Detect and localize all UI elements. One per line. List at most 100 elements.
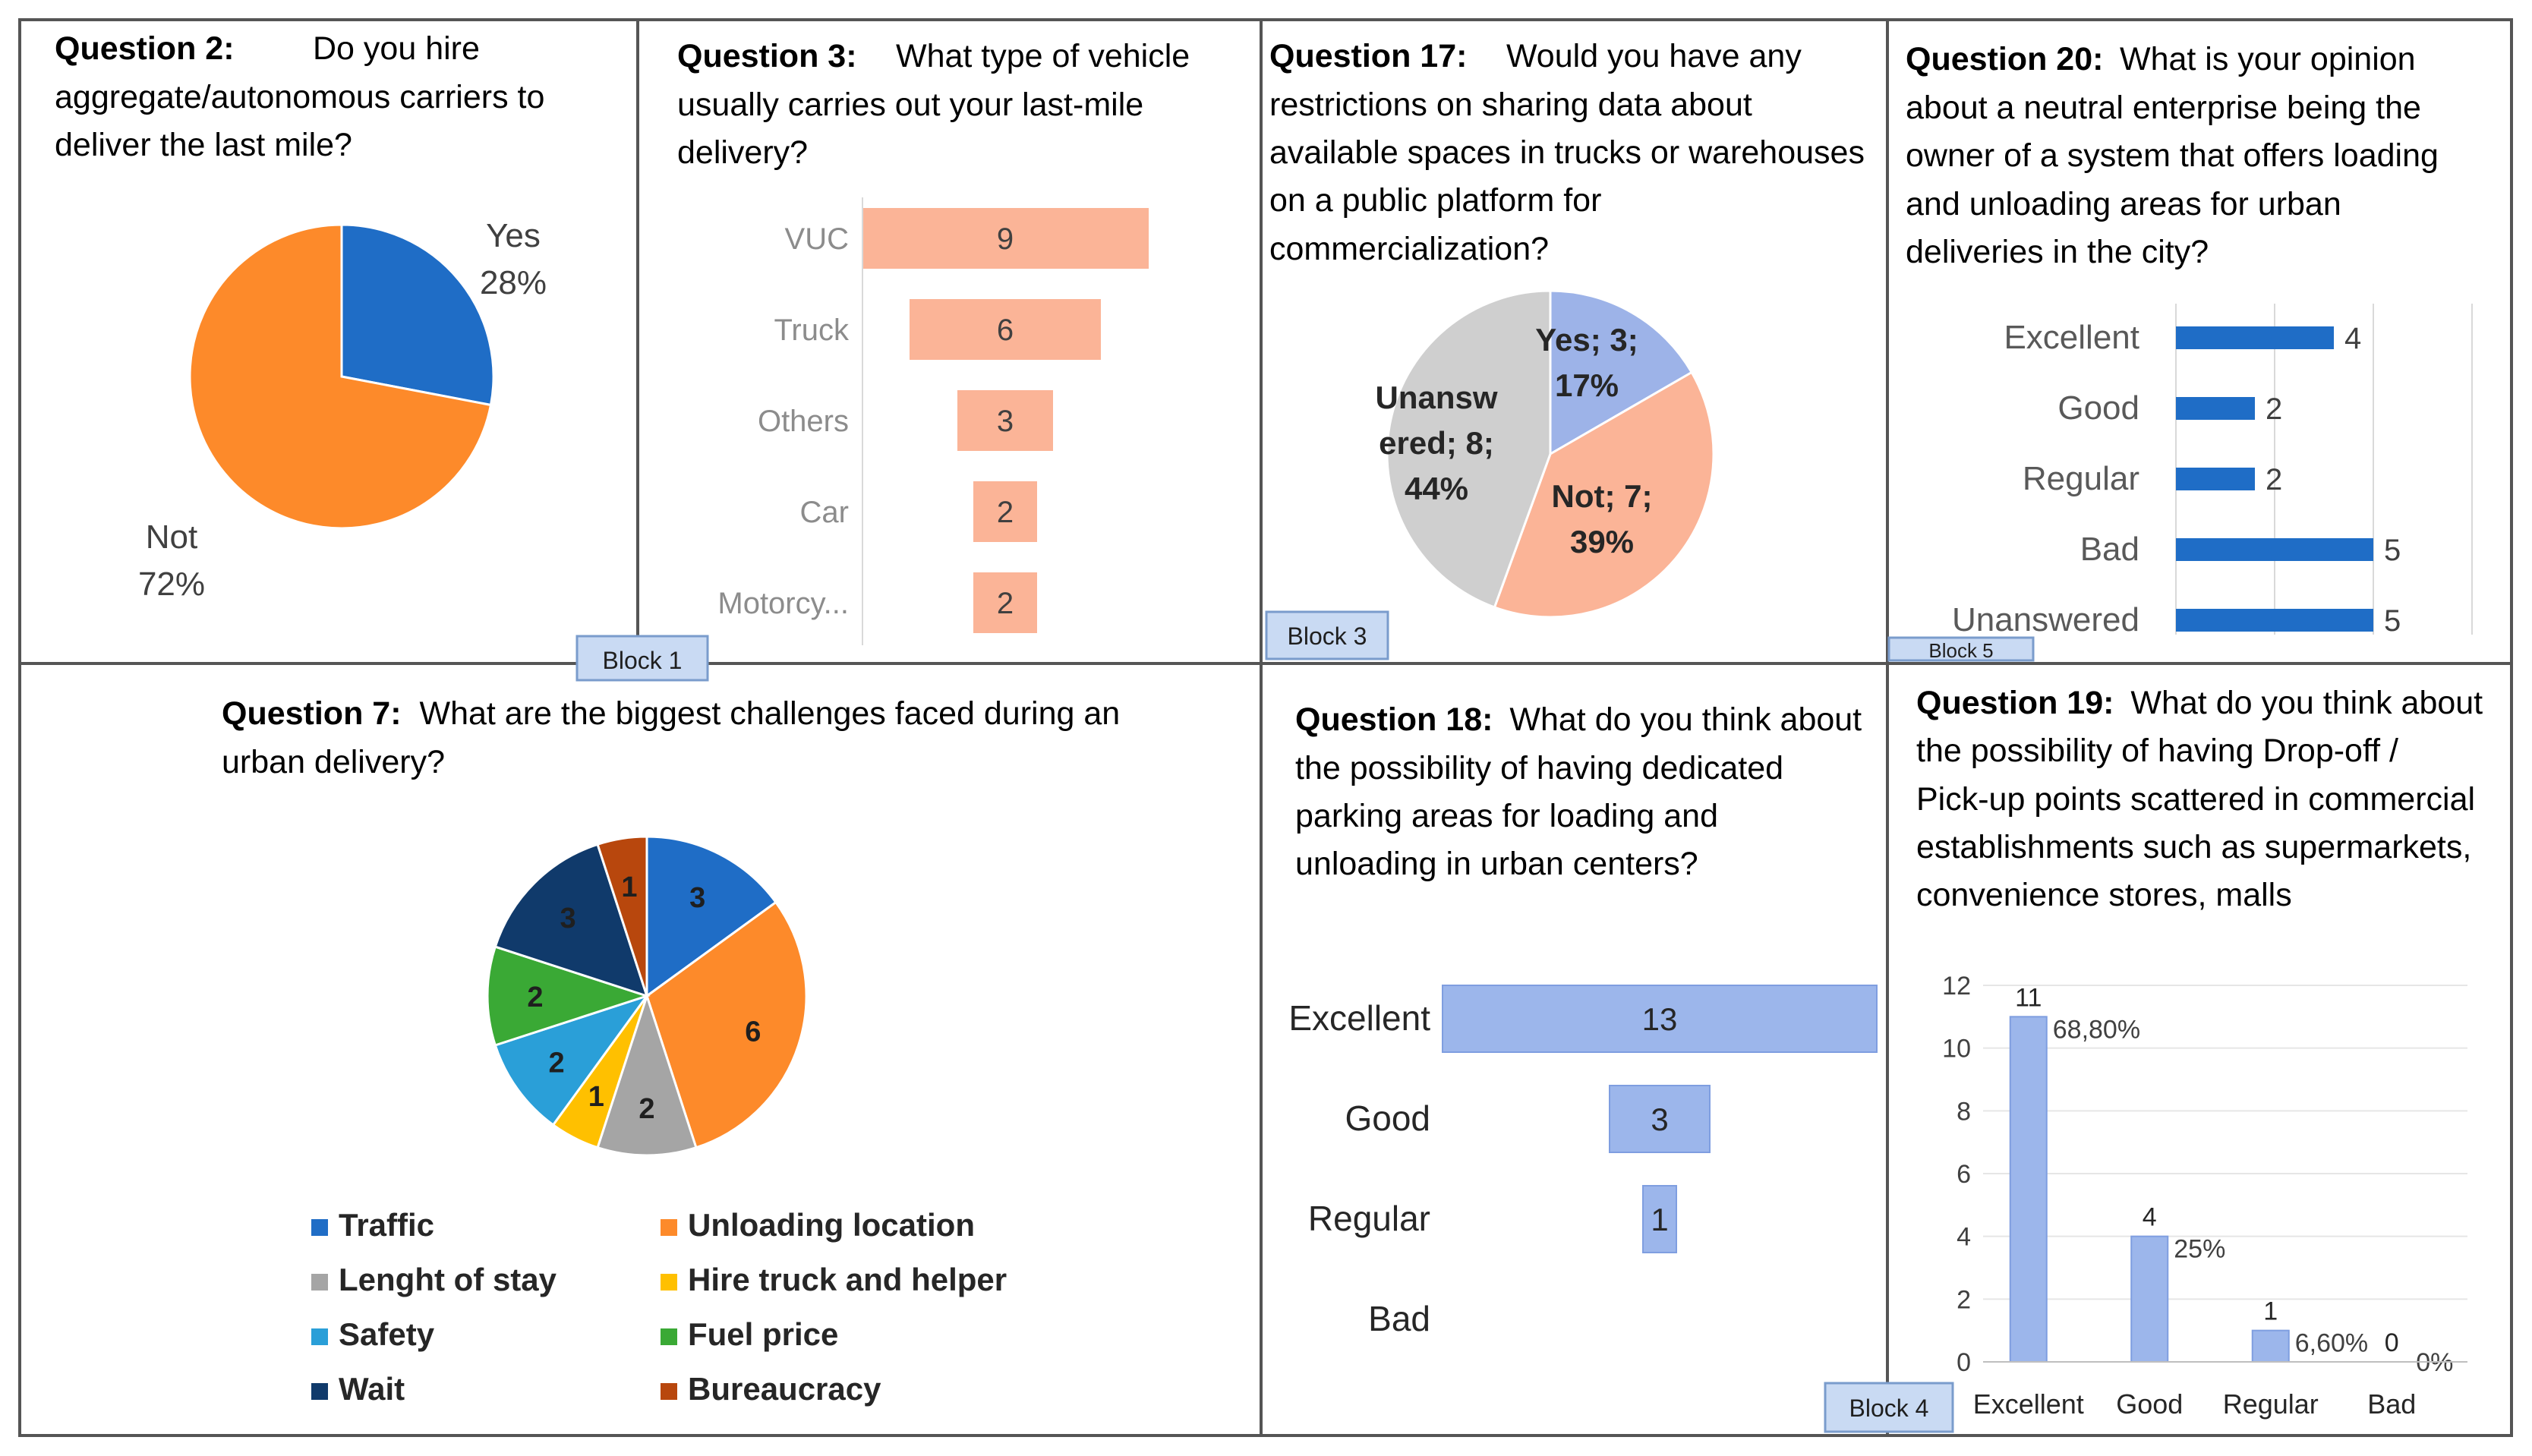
q17-label-yes: Yes; 3; bbox=[1535, 322, 1638, 358]
q3-bars: 9 VUC 6 Truck 3 Others 2 Car 2 Motorcy... bbox=[717, 197, 1149, 645]
block-tag-4: Block 4 bbox=[1824, 1382, 1954, 1433]
q17-title-line-5: commercialization? bbox=[1269, 231, 1549, 267]
q19-category-label-3: Bad bbox=[2367, 1388, 2416, 1420]
q7-slice-0 bbox=[645, 835, 777, 998]
q20-value-label-1: 2 bbox=[2266, 392, 2282, 426]
q20-title-line-3: owner of a system that offers loading bbox=[1906, 137, 2439, 174]
q3-category-label-3: Car bbox=[800, 496, 849, 529]
outer-border bbox=[18, 18, 2513, 1437]
block-tag-3-label: Block 3 bbox=[1288, 622, 1367, 650]
block-tag-1-label: Block 1 bbox=[603, 647, 683, 674]
q7-legend-label-5: Fuel price bbox=[688, 1316, 838, 1352]
q2-label-not: Not bbox=[146, 518, 197, 556]
q3-category-label-0: VUC bbox=[785, 222, 849, 256]
q18-bar-1 bbox=[1609, 1085, 1711, 1153]
q7-slice-value-6: 3 bbox=[560, 903, 575, 934]
q20-value-label-0: 4 bbox=[2344, 322, 2361, 355]
q7-slice-1 bbox=[645, 900, 808, 1149]
q19-ytick-2: 4 bbox=[1957, 1223, 1971, 1252]
block-tag-5: Block 5 bbox=[1887, 636, 2035, 662]
q18-category-label-2: Regular bbox=[1308, 1199, 1430, 1238]
q3-bar-2 bbox=[957, 390, 1053, 451]
q20-category-label-2: Regular bbox=[2023, 460, 2139, 497]
q7-legend-label-0: Traffic bbox=[339, 1207, 434, 1243]
q7-slice-2 bbox=[596, 992, 698, 1157]
q3-category-label-4: Motorcy... bbox=[717, 587, 849, 620]
q7-legend-swatch-1 bbox=[661, 1219, 677, 1236]
q19-value-label-2: 1 bbox=[2263, 1297, 2278, 1326]
q19-value-label-0: 11 bbox=[2015, 983, 2042, 1012]
q18-category-label-0: Excellent bbox=[1288, 998, 1430, 1038]
q7-legend-swatch-0 bbox=[311, 1219, 328, 1236]
q20-bar-1 bbox=[2176, 397, 2255, 420]
q19-percent-label-1: 25% bbox=[2174, 1235, 2225, 1264]
q7-legend-label-1: Unloading location bbox=[688, 1207, 975, 1243]
q19-value-label-1: 4 bbox=[2143, 1203, 2157, 1232]
q7-slice-value-0: 3 bbox=[689, 882, 705, 914]
q7-legend-swatch-4 bbox=[311, 1328, 328, 1345]
q19-ytick-0: 0 bbox=[1957, 1348, 1971, 1377]
q3-title-line-3: delivery? bbox=[677, 134, 808, 171]
q3-category-label-1: Truck bbox=[774, 314, 850, 347]
block-tag-5-label: Block 5 bbox=[1928, 639, 1993, 662]
q19-ytick-3: 6 bbox=[1957, 1160, 1971, 1189]
q18-bars: 13 Excellent 3 Good 1 Regular Bad bbox=[1288, 985, 1878, 1338]
q20-category-label-4: Unanswered bbox=[1952, 601, 2139, 638]
q19-bar-1 bbox=[2130, 1235, 2169, 1363]
block-tag-1: Block 1 bbox=[575, 635, 709, 682]
q3-bar-1 bbox=[910, 299, 1101, 360]
q19-percent-label-0: 68,80% bbox=[2053, 1015, 2140, 1044]
q20-category-label-1: Good bbox=[2057, 389, 2139, 427]
q7-legend-label-6: Wait bbox=[339, 1371, 405, 1407]
q3-bar-0 bbox=[862, 208, 1149, 269]
q7-slice-5 bbox=[486, 945, 651, 1047]
panel-q18: Question 18: What do you think about the… bbox=[1288, 701, 1878, 1338]
q7-legend-label-2: Lenght of stay bbox=[339, 1262, 557, 1297]
q3-bar-3 bbox=[973, 481, 1037, 542]
q7-legend-swatch-7 bbox=[661, 1383, 677, 1400]
q20-bars: 4 Excellent 2 Good 2 Regular 5 Bad 5 Unanswered bbox=[1952, 304, 2473, 638]
q7-legend-label-4: Safety bbox=[339, 1316, 435, 1352]
q19-ytick-1: 2 bbox=[1957, 1285, 1971, 1314]
q19-column-chart: 0 2 4 6 8 10 12 11 68,80% Excellent 4 25% Good 1 6,60%… bbox=[1942, 972, 2467, 1420]
q17-title-line-2: restrictions on sharing data about bbox=[1269, 87, 1752, 123]
q18-category-label-3: Bad bbox=[1368, 1299, 1430, 1338]
q20-bar-2 bbox=[2176, 468, 2255, 490]
q19-category-label-1: Good bbox=[2116, 1388, 2183, 1420]
q2-slice-yes bbox=[340, 223, 495, 407]
q19-ytick-4: 8 bbox=[1957, 1097, 1971, 1126]
q19-ytick-6: 12 bbox=[1942, 972, 1971, 1001]
q7-slice-value-3: 1 bbox=[588, 1081, 604, 1113]
q7-slice-4 bbox=[493, 994, 650, 1127]
q18-value-label-1: 3 bbox=[1651, 1101, 1668, 1137]
q3-category-label-2: Others bbox=[758, 405, 849, 438]
q7-title-line-2: urban delivery? bbox=[222, 744, 445, 780]
q2-label-yes-pct: 28% bbox=[480, 264, 547, 301]
q20-category-label-0: Excellent bbox=[2004, 319, 2139, 356]
q18-title-line-2: the possibility of having dedicated bbox=[1295, 750, 1783, 786]
q20-title-line-5: deliveries in the city? bbox=[1906, 234, 2209, 270]
q19-title-line-1: Question 19: What do you think about bbox=[1916, 685, 2483, 721]
q7-slice-value-1: 6 bbox=[745, 1016, 761, 1048]
q3-title-line-1: Question 3: What type of vehicle bbox=[677, 38, 1190, 74]
panel-q20: Question 20: What is your opinion about … bbox=[1906, 41, 2473, 638]
q2-slice-not bbox=[188, 223, 493, 530]
q17-label-not: Not; 7; bbox=[1552, 478, 1653, 514]
q17-label-unanswered-2: ered; 8; bbox=[1379, 425, 1494, 461]
q7-legend-label-7: Bureaucracy bbox=[688, 1371, 881, 1407]
q2-title-line-1: Question 2: Do you hire bbox=[55, 30, 480, 67]
q19-bar-2 bbox=[2251, 1329, 2290, 1363]
q17-label-unanswered-pct: 44% bbox=[1405, 471, 1468, 506]
q20-bar-3 bbox=[2176, 538, 2373, 561]
q20-title-line-4: and unloading areas for urban bbox=[1906, 186, 2341, 222]
q7-slice-value-2: 2 bbox=[639, 1093, 654, 1125]
q2-label-yes: Yes bbox=[486, 217, 541, 254]
q3-value-label-0: 9 bbox=[997, 222, 1014, 256]
q3-value-label-3: 2 bbox=[997, 496, 1014, 529]
q20-title-line-2: about a neutral enterprise being the bbox=[1906, 90, 2421, 126]
panel-frame bbox=[18, 18, 2513, 1437]
q7-slice-7 bbox=[596, 835, 648, 997]
q19-title-line-4: establishments such as supermarkets, bbox=[1916, 829, 2471, 865]
